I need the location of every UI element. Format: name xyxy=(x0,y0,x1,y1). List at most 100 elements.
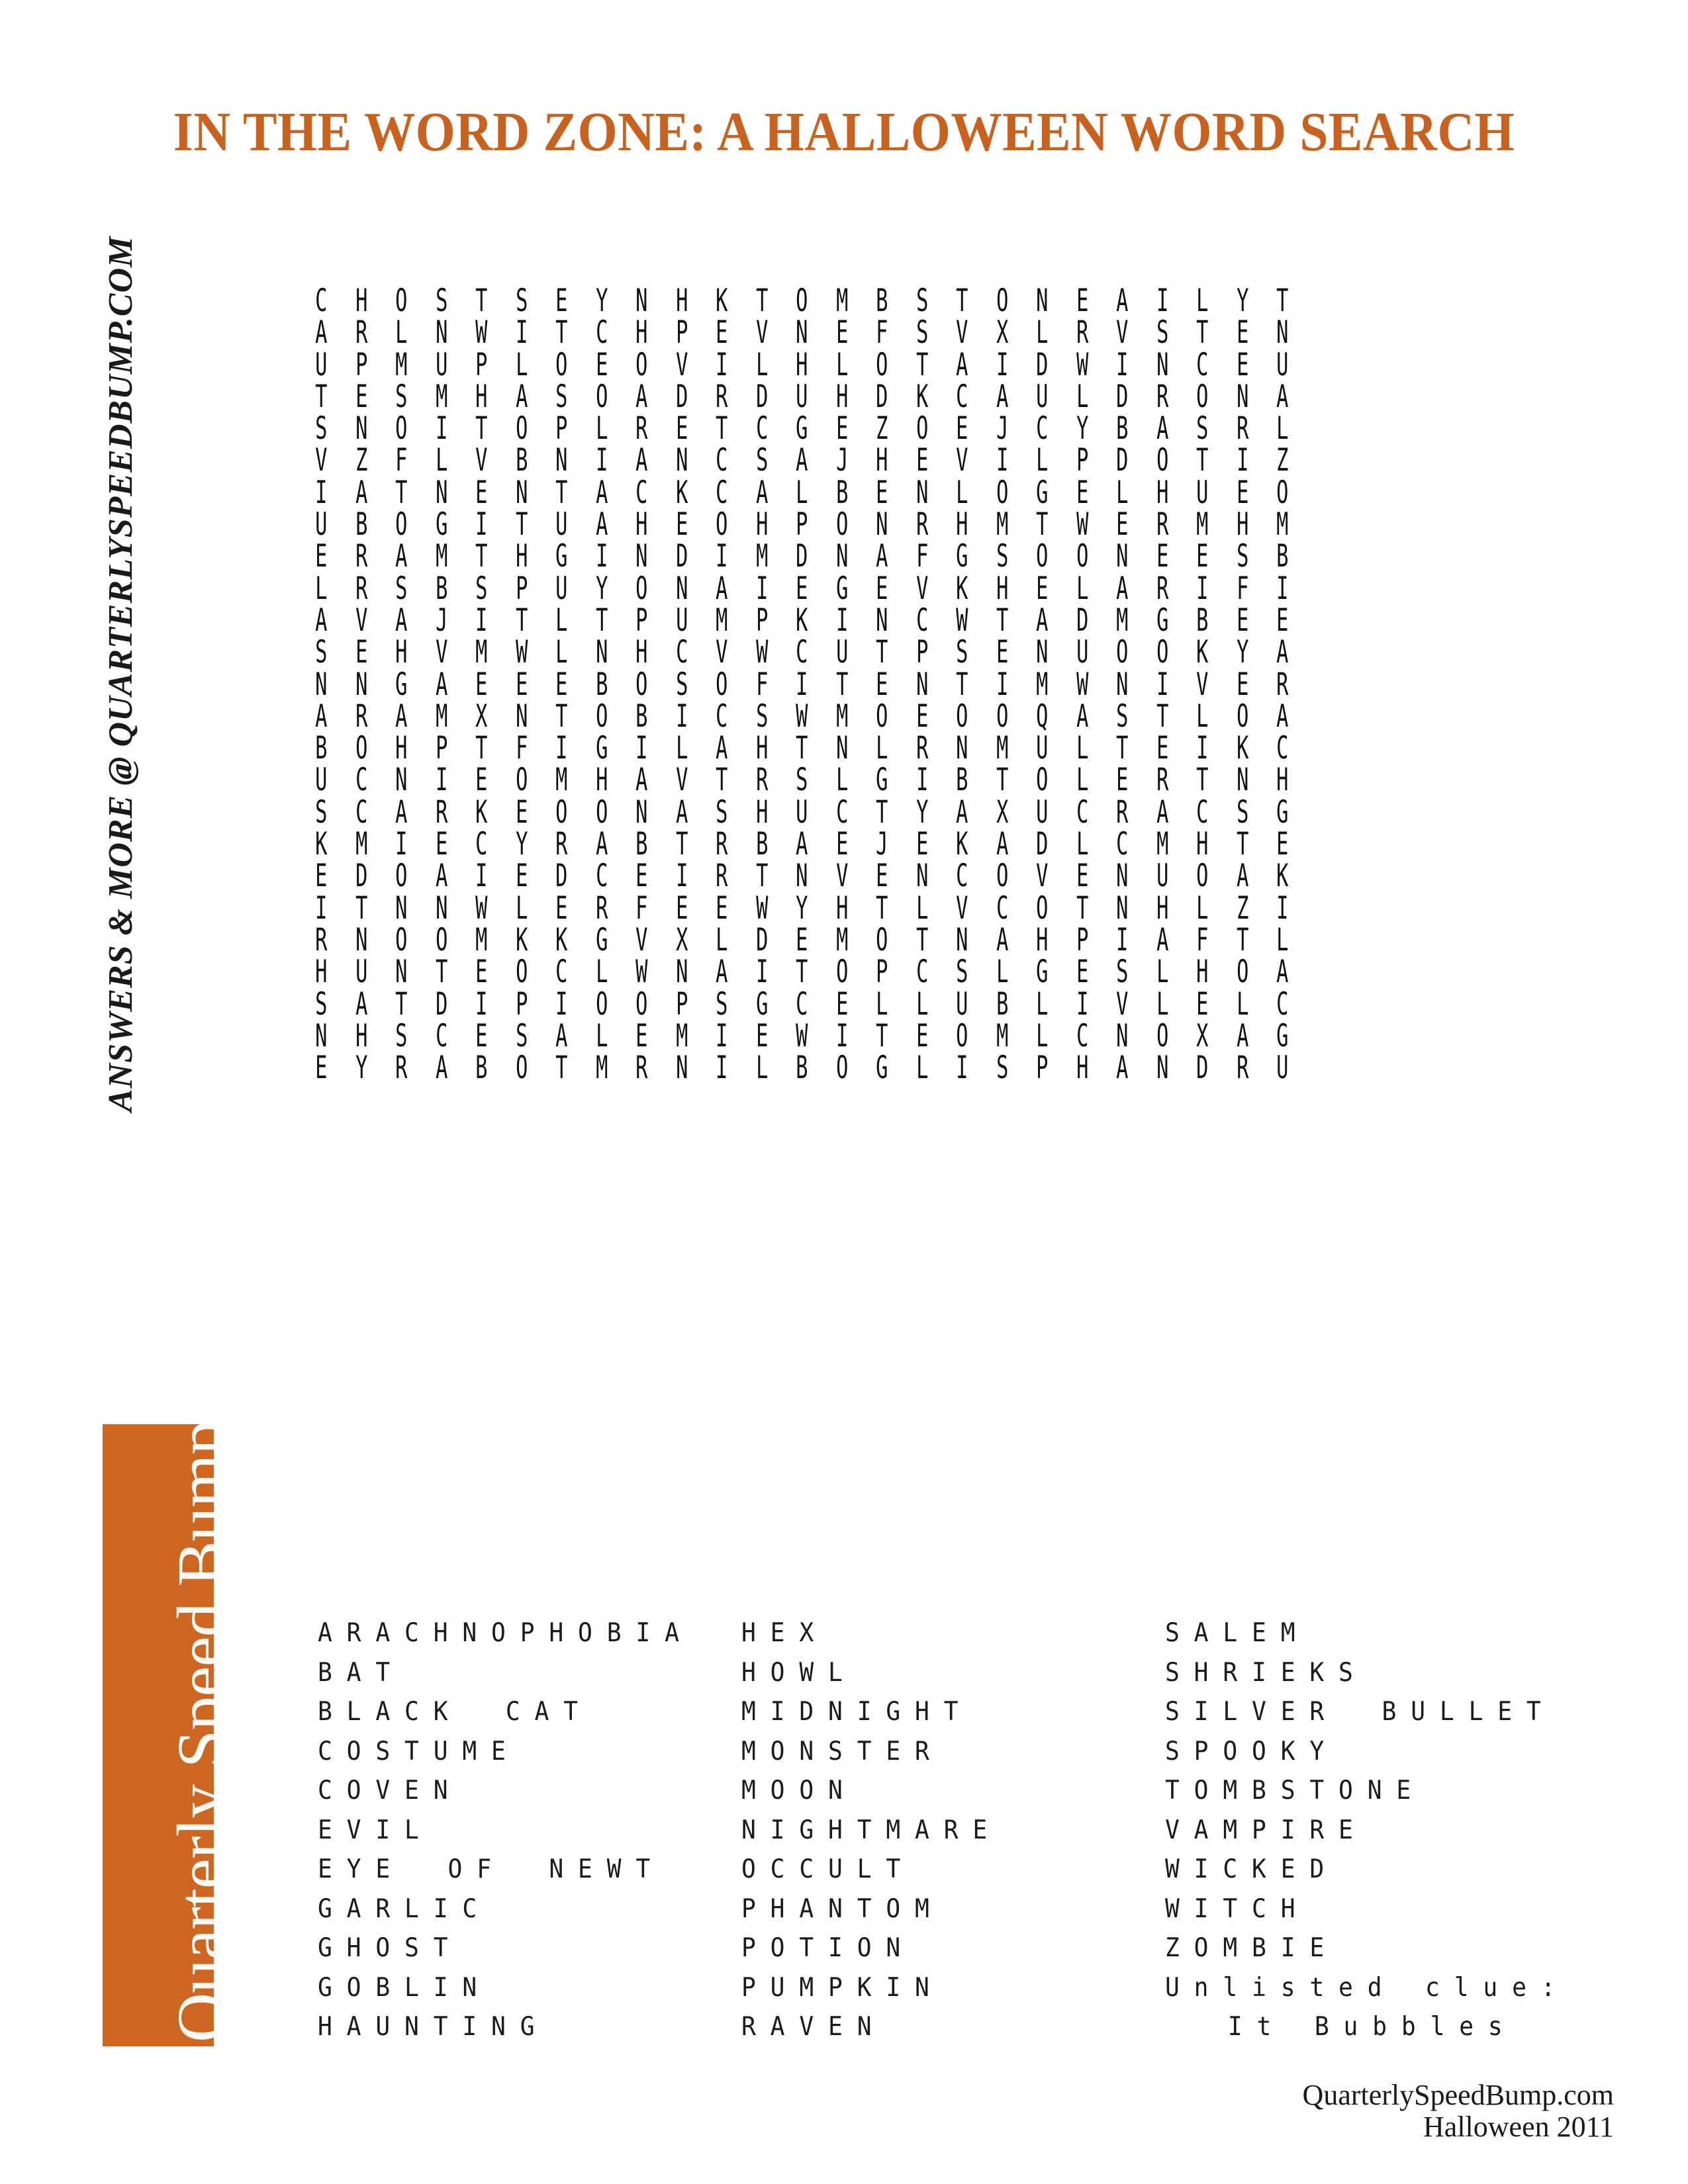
grid-cell[interactable]: E xyxy=(915,1017,928,1054)
grid-cell[interactable]: V xyxy=(956,441,968,479)
grid-cell[interactable]: V xyxy=(1196,665,1209,703)
grid-cell[interactable]: D xyxy=(355,857,367,895)
grid-cell[interactable]: G xyxy=(755,985,768,1023)
grid-cell[interactable]: O xyxy=(876,921,888,958)
grid-cell[interactable]: I xyxy=(835,602,848,639)
grid-cell[interactable]: O xyxy=(716,506,728,543)
grid-cell[interactable]: O xyxy=(996,857,1008,895)
grid-cell[interactable]: R xyxy=(1156,761,1168,799)
grid-cell[interactable]: O xyxy=(1196,378,1209,415)
grid-cell[interactable]: W xyxy=(635,953,648,991)
grid-cell[interactable]: H xyxy=(395,633,408,671)
grid-cell[interactable]: I xyxy=(755,569,768,607)
grid-cell[interactable]: S xyxy=(956,633,968,671)
grid-cell[interactable]: D xyxy=(1116,378,1129,415)
grid-cell[interactable]: U xyxy=(1036,378,1049,415)
grid-cell[interactable]: O xyxy=(956,697,968,735)
grid-cell[interactable]: G xyxy=(1276,1017,1289,1054)
grid-cell[interactable]: E xyxy=(1276,825,1289,862)
grid-cell[interactable]: U xyxy=(1076,633,1088,671)
grid-cell[interactable]: O xyxy=(635,345,648,383)
grid-cell[interactable]: I xyxy=(996,665,1008,703)
grid-cell[interactable]: N xyxy=(1236,378,1248,415)
grid-cell[interactable]: O xyxy=(835,953,848,991)
grid-cell[interactable]: Z xyxy=(1276,441,1289,479)
grid-cell[interactable]: U xyxy=(1276,345,1289,383)
grid-cell[interactable]: D xyxy=(1076,602,1088,639)
grid-cell[interactable]: N xyxy=(555,441,568,479)
grid-cell[interactable]: O xyxy=(395,921,408,958)
grid-cell[interactable]: T xyxy=(475,282,488,319)
grid-cell[interactable]: L xyxy=(915,889,928,927)
grid-cell[interactable]: N xyxy=(675,441,688,479)
grid-cell[interactable]: A xyxy=(996,378,1008,415)
grid-cell[interactable]: D xyxy=(1116,441,1129,479)
grid-cell[interactable]: D xyxy=(555,857,568,895)
grid-cell[interactable]: G xyxy=(395,665,408,703)
grid-cell[interactable]: L xyxy=(835,761,848,799)
grid-cell[interactable]: E xyxy=(1236,473,1248,511)
grid-cell[interactable]: W xyxy=(1076,345,1088,383)
grid-cell[interactable]: D xyxy=(796,537,808,575)
grid-cell[interactable]: E xyxy=(315,857,328,895)
grid-cell[interactable]: O xyxy=(1116,633,1129,671)
grid-cell[interactable]: N xyxy=(1116,1017,1129,1054)
grid-cell[interactable]: W xyxy=(475,314,488,351)
grid-cell[interactable]: W xyxy=(1076,665,1088,703)
grid-cell[interactable]: L xyxy=(595,953,608,991)
grid-cell[interactable]: T xyxy=(915,345,928,383)
grid-cell[interactable]: B xyxy=(835,473,848,511)
grid-cell[interactable]: R xyxy=(1276,665,1289,703)
grid-cell[interactable]: O xyxy=(1276,473,1289,511)
grid-cell[interactable]: E xyxy=(796,569,808,607)
grid-cell[interactable]: L xyxy=(915,985,928,1023)
grid-cell[interactable]: A xyxy=(956,345,968,383)
grid-cell[interactable]: P xyxy=(1076,921,1088,958)
grid-cell[interactable]: I xyxy=(1076,985,1088,1023)
grid-cell[interactable]: P xyxy=(876,953,888,991)
word-list-item[interactable]: V A M P I R E xyxy=(1165,1815,1353,1845)
grid-cell[interactable]: H xyxy=(515,537,528,575)
grid-cell[interactable]: P xyxy=(675,985,688,1023)
grid-cell[interactable]: I xyxy=(555,985,568,1023)
grid-cell[interactable]: N xyxy=(1116,665,1129,703)
grid-cell[interactable]: S xyxy=(315,985,328,1023)
grid-cell[interactable]: A xyxy=(395,602,408,639)
word-list-item[interactable]: M I D N I G H T xyxy=(741,1697,959,1727)
grid-cell[interactable]: S xyxy=(315,633,328,671)
word-list-item[interactable]: T O M B S T O N E xyxy=(1165,1776,1411,1805)
grid-cell[interactable]: N xyxy=(635,793,648,831)
grid-cell[interactable]: U xyxy=(315,345,328,383)
grid-cell[interactable]: A xyxy=(1156,793,1168,831)
grid-cell[interactable]: H xyxy=(996,569,1008,607)
grid-cell[interactable]: N xyxy=(435,889,447,927)
grid-cell[interactable]: B xyxy=(796,1049,808,1086)
grid-cell[interactable]: A xyxy=(515,378,528,415)
grid-cell[interactable]: R xyxy=(435,793,447,831)
word-list-item[interactable]: S P O O K Y xyxy=(1165,1736,1325,1766)
grid-cell[interactable]: H xyxy=(1036,921,1049,958)
grid-cell[interactable]: K xyxy=(515,921,528,958)
grid-cell[interactable]: N xyxy=(675,953,688,991)
grid-cell[interactable]: V xyxy=(915,569,928,607)
grid-cell[interactable]: M xyxy=(595,1049,608,1086)
grid-cell[interactable]: B xyxy=(1196,602,1209,639)
grid-cell[interactable]: C xyxy=(315,282,328,319)
grid-cell[interactable]: C xyxy=(755,410,768,447)
grid-cell[interactable]: E xyxy=(1236,345,1248,383)
grid-cell[interactable]: S xyxy=(1196,410,1209,447)
grid-cell[interactable]: C xyxy=(996,889,1008,927)
grid-cell[interactable]: L xyxy=(515,889,528,927)
grid-cell[interactable]: E xyxy=(915,697,928,735)
grid-cell[interactable]: Y xyxy=(355,1049,367,1086)
grid-cell[interactable]: E xyxy=(1116,506,1129,543)
grid-cell[interactable]: C xyxy=(915,602,928,639)
grid-cell[interactable]: J xyxy=(876,825,888,862)
grid-cell[interactable]: A xyxy=(1276,697,1289,735)
grid-cell[interactable]: C xyxy=(1276,729,1289,766)
grid-cell[interactable]: H xyxy=(1156,473,1168,511)
grid-cell[interactable]: S xyxy=(515,282,528,319)
grid-cell[interactable]: M xyxy=(835,697,848,735)
grid-cell[interactable]: M xyxy=(996,1017,1008,1054)
grid-cell[interactable]: B xyxy=(635,697,648,735)
